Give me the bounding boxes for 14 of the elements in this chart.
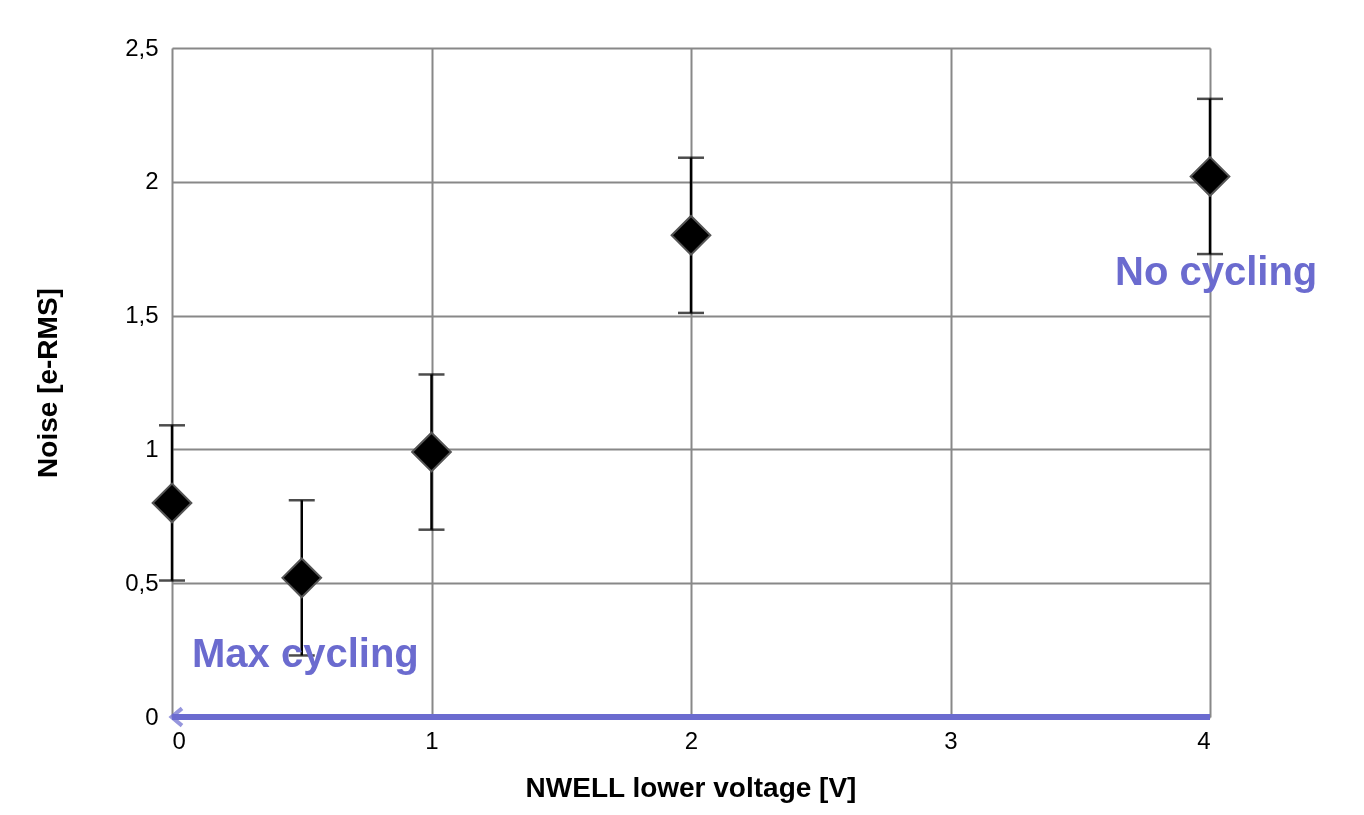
x-tick-label: 3 bbox=[944, 726, 958, 754]
y-tick-label: 2,5 bbox=[125, 33, 159, 61]
y-axis-title: Noise [e-RMS] bbox=[31, 288, 63, 478]
y-tick-label: 0 bbox=[145, 702, 159, 730]
x-axis-title: NWELL lower voltage [V] bbox=[525, 772, 857, 803]
x-tick-label: 4 bbox=[1197, 726, 1211, 754]
x-tick-label: 2 bbox=[684, 726, 699, 754]
x-tick-label: 0 bbox=[172, 726, 186, 754]
y-tick-label: 1,5 bbox=[125, 301, 159, 329]
x-tick-label: 1 bbox=[425, 726, 439, 754]
annotation: Max cycling bbox=[192, 631, 419, 675]
y-tick-label: 0,5 bbox=[125, 568, 159, 596]
y-tick-label: 2 bbox=[145, 167, 159, 195]
y-tick-label: 1 bbox=[145, 434, 159, 462]
